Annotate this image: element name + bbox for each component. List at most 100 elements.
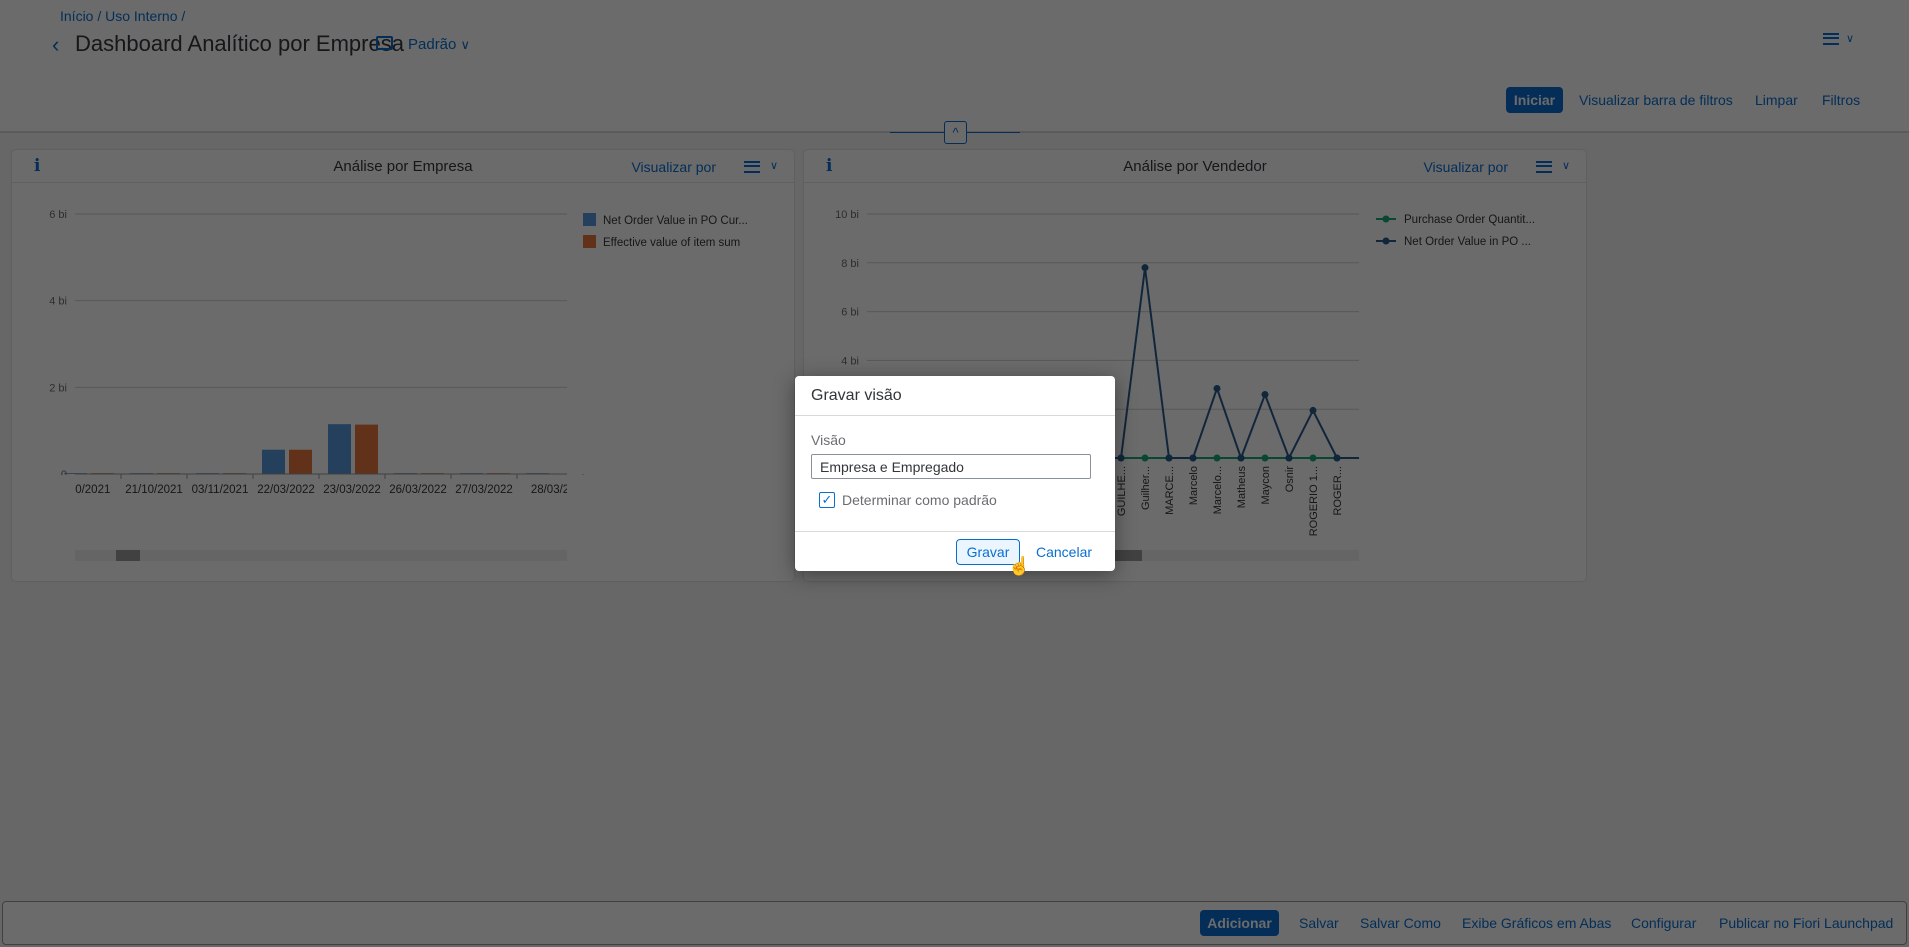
card-title: Análise por Vendedor xyxy=(1123,158,1267,175)
scrollbar-thumb xyxy=(116,550,140,561)
save-button[interactable]: Salvar xyxy=(1299,915,1339,931)
data-point xyxy=(1261,391,1269,399)
menu-icon[interactable] xyxy=(1823,33,1839,45)
y-tick-label: 10 bi xyxy=(835,209,859,221)
cancel-button[interactable]: Cancelar xyxy=(1036,544,1093,560)
x-tick-label: Osnir xyxy=(1284,466,1296,493)
bar xyxy=(289,449,312,474)
publish-button[interactable]: Publicar no Fiori Launchpad xyxy=(1719,915,1894,931)
scrollbar-thumb xyxy=(1114,550,1142,561)
x-tick-label: 28/03/2 xyxy=(531,484,569,496)
save-as-button[interactable]: Salvar Como xyxy=(1360,915,1441,931)
data-point xyxy=(1261,454,1269,462)
x-tick-label: ROGERIO 1... xyxy=(1308,466,1320,536)
legend-label: Effective value of item sum xyxy=(603,237,740,249)
scrollbar-track xyxy=(75,550,567,561)
chart-type-icon[interactable] xyxy=(744,161,760,173)
x-tick-label: /10/2021 xyxy=(66,484,111,496)
legend-label: Net Order Value in PO Cur... xyxy=(603,215,748,227)
bar xyxy=(262,449,285,474)
y-tick-label: 2 bi xyxy=(49,382,67,394)
y-tick-label: 6 bi xyxy=(49,209,67,221)
legend-marker xyxy=(1382,237,1390,245)
x-tick-label: Marcelo xyxy=(1188,466,1200,505)
legend-label: Net Order Value in PO ... xyxy=(1404,236,1531,248)
company-analysis-card: i Análise por Empresa Visualizar por ∨ 0… xyxy=(12,150,794,581)
series-line xyxy=(1120,267,1338,461)
back-icon[interactable]: ‹ xyxy=(52,32,60,57)
data-point xyxy=(1213,384,1221,392)
y-tick-label: 4 bi xyxy=(841,355,859,367)
clear-button[interactable]: Limpar xyxy=(1755,92,1798,108)
data-point xyxy=(1333,454,1341,462)
data-point xyxy=(1141,264,1149,272)
data-point xyxy=(1141,454,1149,462)
x-tick-label: 27/03/2022 xyxy=(455,484,513,496)
chevron-down-icon: ∨ xyxy=(460,37,471,52)
variant-label: Padrão xyxy=(408,36,457,53)
breadcrumb[interactable]: Início / Uso Interno / xyxy=(60,8,186,24)
x-tick-label: 23/03/2022 xyxy=(323,484,381,496)
bar xyxy=(328,424,351,474)
x-tick-label: 03/11/2021 xyxy=(192,484,249,496)
page-header: Início / Uso Interno / ‹ Dashboard Analí… xyxy=(0,0,1909,133)
data-point xyxy=(1285,454,1293,462)
hand-cursor-icon: ☝ xyxy=(1008,556,1031,576)
x-tick-label: GUILHE... xyxy=(1116,466,1128,516)
chart-type-icon[interactable] xyxy=(1536,161,1552,173)
info-icon[interactable]: i xyxy=(826,156,833,176)
bar-chart: 02 bi4 bi6 bi/10/202121/10/202103/11/202… xyxy=(12,209,748,561)
x-tick-label: MARCE... xyxy=(1164,466,1176,515)
page-title: Dashboard Analítico por Empresa xyxy=(75,31,404,56)
view-label: Visão xyxy=(811,432,846,448)
dialog-title: Gravar visão xyxy=(811,387,902,404)
add-button[interactable]: Adicionar xyxy=(1200,910,1279,936)
card-title: Análise por Empresa xyxy=(333,158,473,175)
x-tick-label: 21/10/2021 xyxy=(125,484,183,496)
data-point xyxy=(1309,454,1317,462)
view-by-button[interactable]: Visualizar por xyxy=(631,159,716,175)
footer-toolbar: Adicionar Salvar Salvar Como Exibe Gráfi… xyxy=(2,901,1907,945)
legend-marker xyxy=(1382,215,1390,223)
tabs-button[interactable]: Exibe Gráficos em Abas xyxy=(1462,915,1612,931)
data-point xyxy=(1165,454,1173,462)
x-tick-label: Matheus xyxy=(1236,466,1248,509)
data-point xyxy=(1189,454,1197,462)
chevron-down-icon[interactable]: ∨ xyxy=(769,160,778,172)
x-tick-label: ROGER... xyxy=(1332,466,1344,516)
seller-analysis-card: i Análise por Vendedor Visualizar por ∨ … xyxy=(804,150,1586,581)
x-tick-label: Marcelo... xyxy=(1212,466,1224,514)
x-tick-label: 26/03/2022 xyxy=(389,484,447,496)
y-tick-label: 4 bi xyxy=(49,296,67,308)
bar xyxy=(355,424,378,474)
chevron-down-icon[interactable]: ∨ xyxy=(1561,160,1570,172)
save-view-dialog: Gravar visão Visão ✓ Determinar como pad… xyxy=(795,376,1115,576)
legend-swatch xyxy=(583,213,596,226)
x-tick-label: 22/03/2022 xyxy=(257,484,315,496)
view-name-input[interactable] xyxy=(811,454,1091,479)
data-point xyxy=(1237,454,1245,462)
y-tick-label: 6 bi xyxy=(841,307,859,319)
legend-label: Purchase Order Quantit... xyxy=(1404,214,1535,226)
x-tick-label: Maycon xyxy=(1260,466,1272,505)
data-point xyxy=(1213,454,1221,462)
chevron-down-icon[interactable]: ∨ xyxy=(1846,33,1855,45)
collapse-header-button[interactable]: ^ xyxy=(944,121,967,144)
variant-selector[interactable]: Padrão ∨ xyxy=(408,36,470,53)
mask xyxy=(12,475,75,505)
legend-swatch xyxy=(583,235,596,248)
comment-icon[interactable] xyxy=(376,36,393,50)
data-point xyxy=(1309,406,1317,414)
default-checkbox-label[interactable]: Determinar como padrão xyxy=(842,492,997,508)
save-view-button[interactable]: Gravar xyxy=(956,539,1020,565)
default-checkbox[interactable]: ✓ xyxy=(819,492,835,508)
start-button[interactable]: Iniciar xyxy=(1506,87,1563,113)
show-filter-bar-button[interactable]: Visualizar barra de filtros xyxy=(1579,92,1733,108)
x-tick-label: Guilher... xyxy=(1140,466,1152,510)
view-by-button[interactable]: Visualizar por xyxy=(1423,159,1508,175)
filters-button[interactable]: Filtros xyxy=(1822,92,1861,108)
info-icon[interactable]: i xyxy=(34,156,41,176)
y-tick-label: 8 bi xyxy=(841,258,859,270)
configure-button[interactable]: Configurar xyxy=(1631,915,1697,931)
